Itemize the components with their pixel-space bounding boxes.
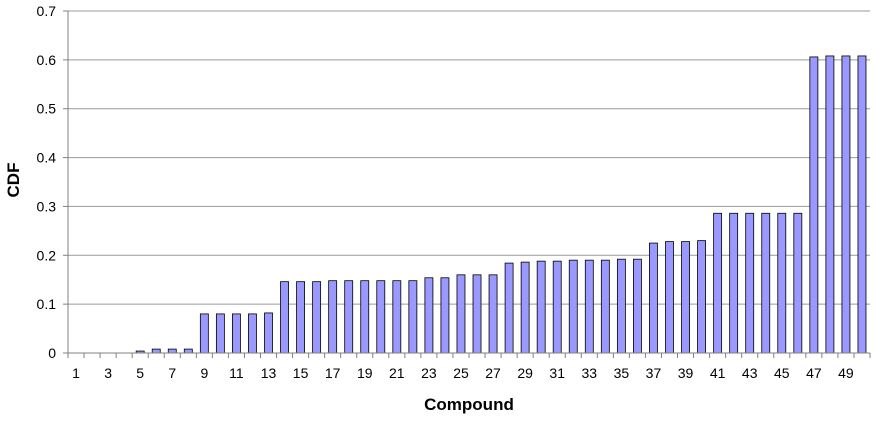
bar-compound-49 (841, 55, 851, 354)
bar-compound-25 (456, 274, 466, 354)
bar-compound-17 (328, 280, 338, 354)
x-tick-label: 49 (838, 365, 854, 381)
bar-compound-15 (296, 281, 305, 354)
bar-compound-12 (248, 313, 257, 354)
bar-compound-28 (504, 262, 514, 354)
x-tick-label: 7 (168, 365, 176, 381)
bar-compound-24 (440, 277, 450, 354)
x-axis-title: Compound (424, 395, 514, 414)
x-tick-label: 23 (421, 365, 437, 381)
x-tick-label: 45 (774, 365, 790, 381)
bar-compound-18 (344, 280, 354, 354)
bars (135, 55, 867, 354)
bar-compound-34 (600, 259, 610, 354)
bar-compound-41 (713, 212, 723, 354)
bar-compound-7 (167, 348, 177, 354)
x-tick-label: 35 (614, 365, 630, 381)
y-tick-label: 0.1 (37, 296, 57, 312)
y-tick-label: 0.3 (37, 198, 57, 214)
gridlines (68, 10, 870, 305)
x-tick-label: 15 (293, 365, 309, 381)
x-tick-label: 27 (485, 365, 501, 381)
bar-compound-35 (616, 258, 626, 354)
x-tick-label: 41 (710, 365, 726, 381)
bar-compound-26 (472, 274, 482, 354)
bar-compound-8 (183, 348, 193, 354)
x-tick-label: 29 (517, 365, 533, 381)
bar-compound-37 (649, 242, 658, 354)
y-tick-label: 0.4 (37, 150, 57, 166)
axes (63, 10, 871, 358)
x-tick-label: 19 (357, 365, 373, 381)
x-tick-label: 5 (136, 365, 144, 381)
bar-compound-11 (232, 313, 241, 354)
x-tick-label: 17 (325, 365, 341, 381)
bar-compound-22 (408, 280, 418, 354)
x-tick-label: 43 (742, 365, 758, 381)
bar-compound-19 (360, 280, 370, 354)
bar-compound-14 (280, 281, 289, 354)
x-tick-label: 13 (261, 365, 277, 381)
bar-compound-32 (568, 259, 578, 354)
bar-compound-13 (264, 312, 273, 354)
bar-compound-48 (825, 55, 835, 354)
bar-compound-20 (376, 280, 386, 354)
x-tick-label: 47 (806, 365, 822, 381)
bar-compound-40 (697, 240, 706, 354)
bar-compound-43 (745, 212, 755, 354)
x-tick-label: 11 (229, 365, 244, 381)
x-tick-label: 33 (582, 365, 598, 381)
y-tick-labels: 0 0.1 0.2 0.3 0.4 0.5 0.6 0.7 (37, 3, 57, 361)
bar-compound-10 (215, 313, 225, 354)
y-tick-label: 0.5 (37, 101, 57, 117)
bar-compound-31 (552, 260, 562, 354)
y-tick-label: 0.6 (37, 52, 57, 68)
y-tick-label: 0 (48, 345, 56, 361)
bar-compound-38 (665, 241, 674, 354)
bar-compound-50 (857, 55, 867, 354)
x-tick-label: 37 (646, 365, 662, 381)
y-axis-title: CDF (4, 163, 23, 198)
bar-compound-33 (584, 259, 594, 354)
bar-compound-42 (729, 212, 739, 354)
x-tick-label: 31 (549, 365, 565, 381)
bar-compound-29 (520, 261, 530, 354)
bar-compound-16 (312, 281, 322, 354)
x-tick-labels: 1 3 5 7 9 11 13 15 17 19 21 23 25 27 29 31 33 35 37 39 41 43 4… (72, 365, 854, 381)
bar-compound-9 (199, 313, 209, 354)
y-tick-label: 0.2 (37, 247, 57, 263)
bar-compound-44 (761, 212, 771, 354)
x-tick-label: 1 (72, 365, 80, 381)
bar-compound-46 (793, 212, 803, 354)
bar-compound-27 (488, 274, 498, 354)
x-tick-label: 21 (389, 365, 405, 381)
bar-compound-47 (809, 56, 819, 354)
x-tick-label: 3 (104, 365, 112, 381)
bar-compound-6 (151, 348, 161, 354)
x-tick-label: 9 (200, 365, 208, 381)
bar-compound-36 (633, 258, 642, 354)
y-tick-label: 0.7 (37, 3, 57, 19)
bar-compound-30 (536, 260, 546, 354)
bar-compound-39 (681, 241, 690, 354)
bar-compound-21 (392, 280, 402, 354)
x-tick-label: 25 (453, 365, 469, 381)
x-tick-label: 39 (678, 365, 694, 381)
bar-compound-45 (777, 212, 787, 354)
bar-compound-23 (424, 277, 434, 354)
